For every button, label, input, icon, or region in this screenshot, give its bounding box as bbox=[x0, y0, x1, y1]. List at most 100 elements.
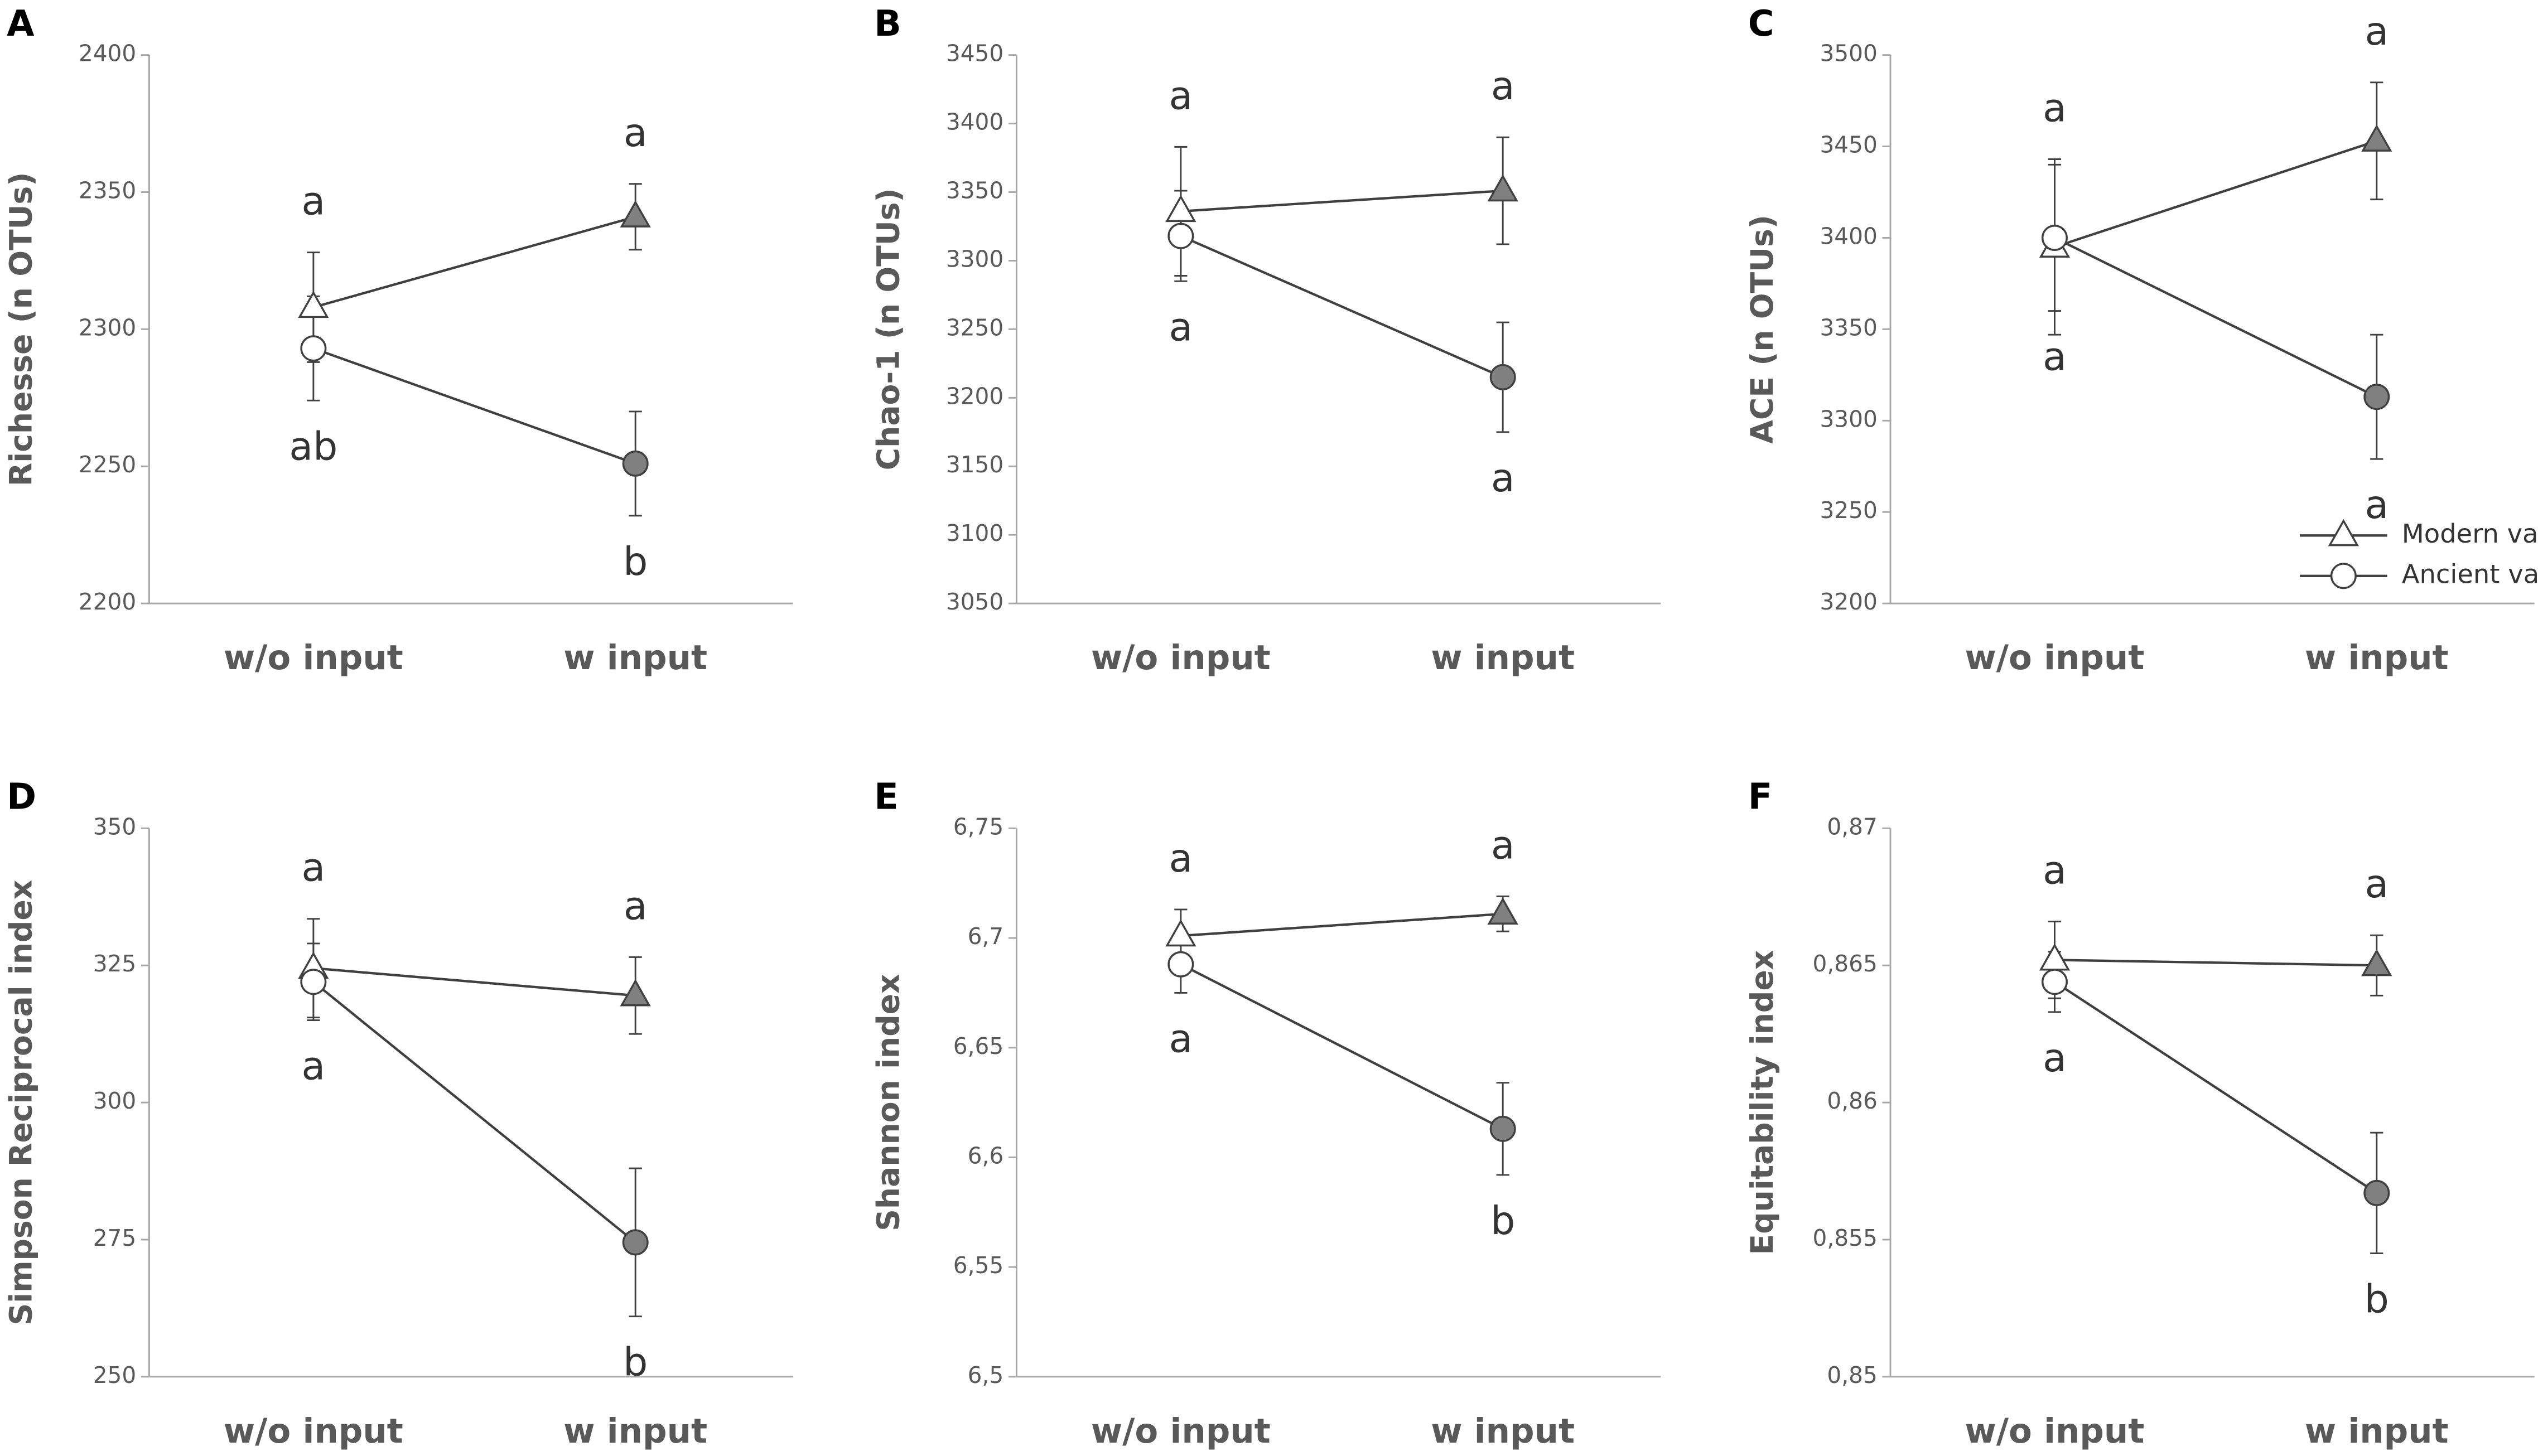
circle-marker bbox=[2363, 384, 2390, 410]
x-tick-label: w input bbox=[1431, 1411, 1575, 1451]
panel: F Equitability index 0,85 0,855 0,86 0,865 0,8… bbox=[1744, 777, 2535, 1451]
x-tick-label: w/o input bbox=[224, 638, 403, 678]
y-axis-label: Simpson Reciprocal index bbox=[3, 880, 38, 1326]
y-tick-label: 3200 bbox=[946, 383, 1003, 409]
legend-label: Ancient varieties bbox=[2402, 559, 2538, 589]
x-tick-label: w input bbox=[2305, 1411, 2449, 1451]
significance-letter: ab bbox=[289, 424, 337, 469]
y-tick-label: 3450 bbox=[1820, 132, 1877, 158]
significance-letter: a bbox=[302, 845, 326, 891]
triangle-marker bbox=[1487, 174, 1518, 202]
significance-letter: a bbox=[1491, 823, 1515, 868]
triangle-marker bbox=[2361, 949, 2392, 976]
series-line bbox=[313, 347, 636, 465]
panel-label: E bbox=[874, 777, 899, 818]
significance-letter: a bbox=[2365, 862, 2389, 907]
series-line bbox=[312, 981, 636, 1244]
series-line bbox=[1180, 912, 1503, 937]
y-tick-label: 6,6 bbox=[968, 1142, 1004, 1169]
significance-letter: a bbox=[1491, 456, 1515, 501]
legend-marker bbox=[2330, 563, 2357, 589]
y-tick-label: 3500 bbox=[1820, 40, 1877, 67]
series-line bbox=[2054, 236, 2377, 398]
y-tick-label: 0,87 bbox=[1827, 813, 1877, 840]
y-tick-label: 0,855 bbox=[1813, 1225, 1878, 1251]
triangle-marker bbox=[1165, 195, 1196, 222]
x-tick-label: w input bbox=[563, 1411, 707, 1451]
panel-label: C bbox=[1748, 3, 1774, 45]
legend-marker bbox=[2328, 519, 2359, 546]
y-tick-label: 3050 bbox=[946, 588, 1003, 615]
triangle-marker bbox=[2361, 124, 2392, 152]
circle-marker bbox=[1167, 951, 1194, 978]
y-tick-label: 3100 bbox=[946, 520, 1003, 546]
series-line bbox=[2054, 980, 2377, 1194]
circle-marker bbox=[1489, 364, 1516, 390]
triangle-marker bbox=[298, 291, 329, 318]
panel: B Chao-1 (n OTUs) 3050 3100 3150 3200 3250 3300… bbox=[870, 3, 1661, 678]
significance-letter: a bbox=[1169, 1016, 1193, 1061]
y-axis-label: ACE (n OTUs) bbox=[1744, 215, 1780, 444]
y-tick-label: 2250 bbox=[79, 451, 136, 478]
y-tick-label: 2350 bbox=[79, 177, 136, 204]
circle-marker bbox=[2041, 224, 2068, 251]
y-axis-label: Chao-1 (n OTUs) bbox=[870, 188, 906, 470]
significance-letter: a bbox=[302, 179, 326, 224]
y-tick-label: 3350 bbox=[946, 177, 1003, 204]
y-tick-label: 250 bbox=[93, 1362, 137, 1389]
y-tick-label: 6,65 bbox=[953, 1033, 1003, 1060]
y-axis-label: Equitability index bbox=[1744, 950, 1780, 1255]
y-tick-label: 3350 bbox=[1820, 314, 1877, 341]
significance-letter: a bbox=[1491, 64, 1515, 109]
y-tick-label: 2200 bbox=[79, 588, 136, 615]
significance-letter: a bbox=[624, 110, 648, 156]
panel: D Simpson Reciprocal index 250 275 300 325 350… bbox=[3, 777, 794, 1451]
panel-label: F bbox=[1748, 777, 1773, 818]
x-tick-label: w/o input bbox=[1091, 638, 1271, 678]
y-tick-label: 3300 bbox=[946, 245, 1003, 272]
circle-marker bbox=[622, 450, 649, 477]
series-line bbox=[2054, 959, 2377, 967]
y-tick-label: 3450 bbox=[946, 40, 1003, 67]
significance-letter: a bbox=[1169, 304, 1193, 350]
x-tick-label: w/o input bbox=[1965, 638, 2145, 678]
significance-letter: a bbox=[1169, 73, 1193, 118]
series-line bbox=[2054, 139, 2377, 248]
significance-letter: b bbox=[1490, 1198, 1515, 1244]
y-tick-label: 3400 bbox=[946, 109, 1003, 136]
y-tick-label: 300 bbox=[93, 1087, 137, 1114]
y-tick-label: 6,7 bbox=[968, 923, 1004, 950]
panel: E Shannon index 6,5 6,55 6,6 6,65 6,7 6,75 w/o i… bbox=[870, 777, 1661, 1451]
triangle-marker bbox=[620, 200, 651, 228]
y-tick-label: 275 bbox=[93, 1225, 137, 1251]
y-tick-label: 2400 bbox=[79, 40, 136, 67]
triangle-marker bbox=[620, 979, 651, 1007]
x-tick-label: w input bbox=[2305, 638, 2449, 678]
significance-letter: b bbox=[623, 539, 648, 584]
circle-marker bbox=[300, 969, 327, 995]
y-tick-label: 3400 bbox=[1820, 222, 1877, 249]
y-tick-label: 0,85 bbox=[1827, 1362, 1877, 1389]
circle-marker bbox=[1167, 222, 1194, 249]
y-tick-label: 6,75 bbox=[953, 813, 1003, 840]
y-axis-label: Shannon index bbox=[870, 974, 906, 1231]
x-tick-label: w/o input bbox=[224, 1411, 403, 1451]
y-tick-label: 3200 bbox=[1820, 588, 1877, 615]
circle-marker bbox=[300, 335, 327, 362]
y-tick-label: 3300 bbox=[1820, 405, 1877, 432]
significance-letter: a bbox=[2043, 85, 2067, 130]
triangle-marker bbox=[2039, 943, 2071, 971]
significance-letter: a bbox=[2043, 1036, 2067, 1081]
triangle-marker bbox=[1165, 919, 1196, 947]
y-tick-label: 0,86 bbox=[1827, 1087, 1877, 1114]
panel-label: B bbox=[874, 3, 901, 45]
y-tick-label: 3150 bbox=[946, 451, 1003, 478]
y-tick-label: 2300 bbox=[79, 314, 136, 341]
y-axis-label: Richesse (n OTUs) bbox=[3, 172, 38, 487]
significance-letter: a bbox=[302, 1044, 326, 1089]
y-tick-label: 325 bbox=[93, 950, 137, 977]
significance-letter: b bbox=[2365, 1277, 2389, 1322]
series-line bbox=[313, 966, 636, 997]
x-tick-label: w input bbox=[1431, 638, 1575, 678]
